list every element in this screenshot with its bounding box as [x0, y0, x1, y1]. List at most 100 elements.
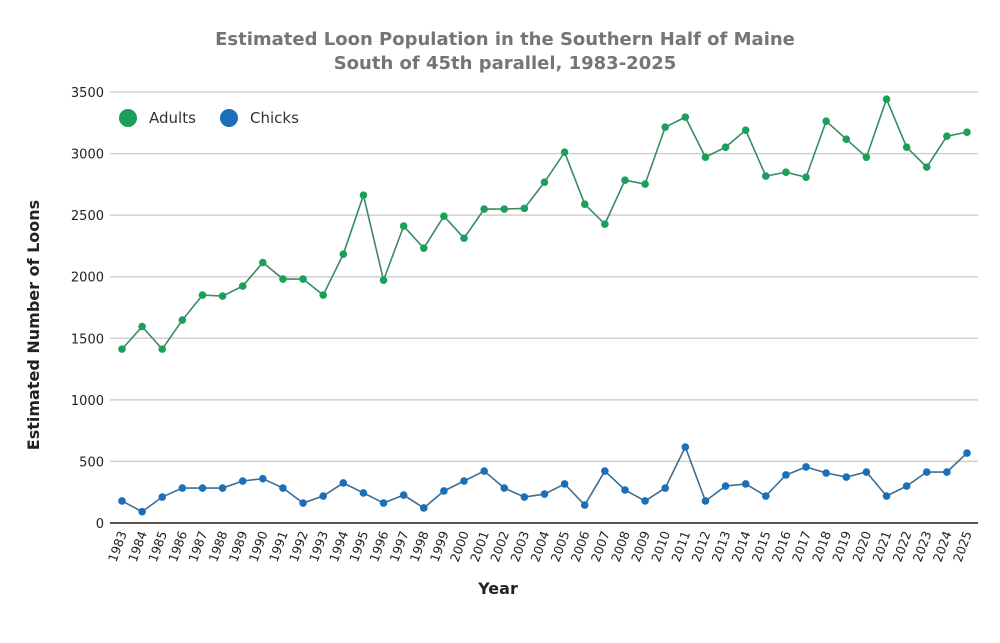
data-point: [560, 480, 569, 488]
data-point: [118, 497, 126, 505]
data-point: [641, 497, 649, 505]
data-point: [500, 484, 509, 492]
data-point: [399, 222, 408, 230]
data-point: [621, 176, 629, 184]
data-point: [419, 504, 428, 512]
data-point: [661, 123, 670, 132]
data-point: [902, 143, 911, 151]
data-point: [580, 501, 589, 509]
data-point: [299, 275, 307, 283]
data-point: [661, 484, 670, 492]
data-point: [842, 473, 851, 481]
data-point: [560, 148, 569, 157]
chart-subtitle: South of 45th parallel, 1983-2025: [334, 53, 677, 74]
y-tick-label: 2500: [71, 209, 104, 224]
data-point: [238, 477, 247, 485]
data-point: [540, 490, 549, 498]
data-point: [238, 282, 247, 290]
series-line: [121, 96, 968, 351]
data-point: [681, 113, 690, 121]
legend-label: Chicks: [250, 109, 299, 127]
data-point: [822, 117, 830, 125]
data-point: [339, 250, 348, 258]
data-point: [721, 482, 730, 490]
data-point: [641, 180, 649, 188]
series-chicks: [118, 443, 971, 516]
data-point: [319, 492, 327, 500]
data-point: [943, 468, 951, 476]
data-point: [621, 486, 629, 494]
data-point: [319, 291, 327, 299]
y-axis-label: Estimated Number of Loons: [24, 200, 43, 450]
data-point: [922, 163, 931, 171]
data-point: [379, 276, 388, 284]
data-point: [178, 316, 187, 324]
data-point: [158, 345, 167, 353]
data-point: [158, 493, 167, 501]
data-point: [359, 489, 368, 497]
data-point: [902, 482, 911, 490]
data-point: [741, 126, 750, 134]
data-point: [460, 234, 468, 242]
data-point: [762, 172, 770, 180]
data-point: [601, 467, 609, 475]
data-point: [963, 449, 971, 457]
data-point: [580, 200, 589, 208]
data-point: [379, 499, 388, 507]
y-tick-label: 2000: [71, 271, 104, 286]
data-point: [802, 463, 810, 471]
data-point: [339, 479, 348, 487]
data-point: [399, 491, 408, 499]
data-point: [440, 212, 448, 220]
data-point: [681, 443, 690, 451]
data-point: [822, 469, 830, 477]
y-tick-label: 3500: [71, 86, 104, 101]
data-point: [741, 480, 750, 488]
series-line: [121, 445, 968, 513]
data-point: [963, 128, 971, 136]
data-point: [259, 258, 267, 267]
data-point: [419, 244, 428, 252]
data-point: [782, 471, 790, 479]
data-point: [480, 467, 488, 475]
data-point: [721, 143, 730, 151]
y-tick-label: 1500: [71, 332, 104, 347]
data-point: [259, 474, 267, 483]
data-point: [782, 168, 790, 176]
data-point: [862, 468, 871, 476]
data-point: [118, 345, 126, 353]
data-point: [138, 507, 146, 516]
y-tick-label: 0: [96, 517, 104, 532]
data-point: [218, 292, 227, 300]
data-point: [922, 468, 931, 476]
data-point: [601, 220, 609, 228]
chart-title: Estimated Loon Population in the Souther…: [215, 29, 795, 50]
data-point: [882, 492, 891, 500]
data-point: [198, 484, 207, 492]
y-tick-label: 1000: [71, 394, 104, 409]
series-adults: [118, 95, 971, 353]
data-point: [762, 492, 770, 500]
data-point: [279, 275, 287, 283]
y-tick-label: 500: [79, 455, 104, 470]
data-point: [178, 484, 187, 492]
data-point: [480, 205, 488, 213]
x-axis-label: Year: [477, 579, 518, 598]
data-point: [882, 95, 891, 103]
data-point: [540, 178, 549, 186]
data-point: [862, 153, 871, 161]
legend-label: Adults: [149, 109, 196, 127]
data-point: [802, 173, 810, 182]
legend-marker: [119, 109, 137, 127]
data-point: [198, 291, 207, 299]
data-point: [701, 153, 710, 161]
data-point: [842, 135, 851, 143]
data-point: [500, 205, 509, 213]
data-point: [701, 497, 710, 505]
data-point: [520, 204, 529, 213]
data-point: [460, 477, 468, 485]
data-point: [440, 487, 448, 495]
data-point: [218, 484, 227, 492]
data-point: [279, 484, 287, 492]
